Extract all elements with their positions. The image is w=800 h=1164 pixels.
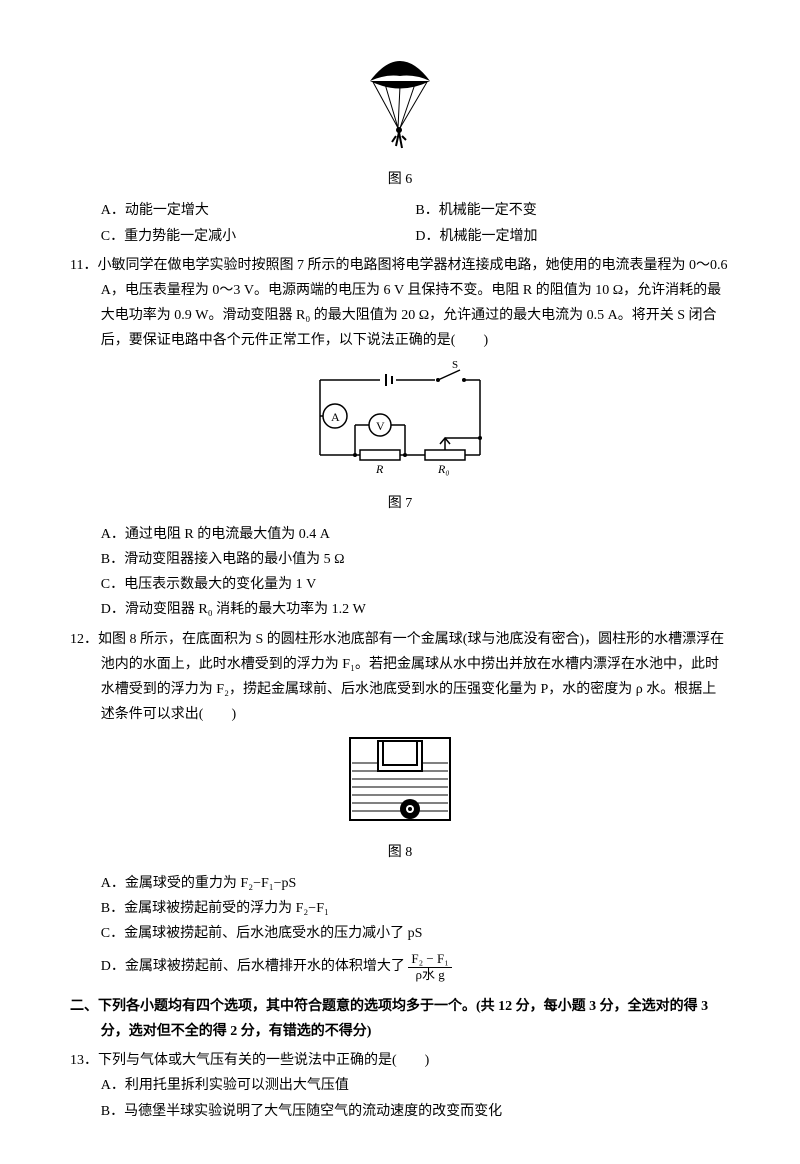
figure-6-caption: 图 6 (70, 167, 730, 192)
q11-opt-a: A．通过电阻 R 的电流最大值为 0.4 A (70, 522, 730, 547)
q12: 12．如图 8 所示，在底面积为 S 的圆柱形水池底部有一个金属球(球与池底没有… (70, 627, 730, 728)
voltmeter-label: V (376, 419, 385, 433)
q11-opt-b: B．滑动变阻器接入电路的最小值为 5 Ω (70, 547, 730, 572)
q12-opt-d: D．金属球被捞起前、后水槽排开水的体积增大了 F₂ − F₁ ρ水 g (70, 952, 730, 982)
q10-opt-c: C．重力势能一定减小 (101, 224, 416, 249)
q11-number: 11． (70, 258, 97, 273)
figure-8 (70, 733, 730, 837)
fraction-numerator: F₂ − F₁ (408, 952, 451, 967)
q11-options: A．通过电阻 R 的电流最大值为 0.4 A B．滑动变阻器接入电路的最小值为 … (70, 522, 730, 623)
switch-label: S (452, 360, 458, 371)
q13-number: 13． (70, 1053, 98, 1068)
q12-number: 12． (70, 632, 98, 647)
circuit-diagram-icon: S A V R R₀ (300, 360, 500, 480)
q11-opt-c: C．电压表示数最大的变化量为 1 V (70, 572, 730, 597)
q13: 13．下列与气体或大气压有关的一些说法中正确的是( ) (70, 1048, 730, 1073)
q12-opt-c: C．金属球被捞起前、后水池底受水的压力减小了 pS (70, 921, 730, 946)
figure-7: S A V R R₀ (70, 360, 730, 489)
pool-diagram-icon (340, 733, 460, 828)
resistor-r0-label: R₀ (437, 462, 450, 476)
q11-opt-d: D．滑动变阻器 R₀ 消耗的最大功率为 1.2 W (70, 597, 730, 622)
resistor-r-label: R (375, 462, 384, 476)
q12-opt-d-prefix: D．金属球被捞起前、后水槽排开水的体积增大了 (101, 959, 405, 974)
fraction-denominator: ρ水 g (408, 968, 451, 982)
q13-opt-a: A．利用托里拆利实验可以测出大气压值 (70, 1073, 730, 1098)
section-2-heading: 二、下列各小题均有四个选项，其中符合题意的选项均多于一个。(共 12 分，每小题… (70, 994, 730, 1044)
parachute-icon (360, 46, 440, 156)
q10-opt-a: A．动能一定增大 (101, 198, 416, 223)
q12-opt-a: A．金属球受的重力为 F₂−F₁−pS (70, 871, 730, 896)
q12-opt-b: B．金属球被捞起前受的浮力为 F₂−F₁ (70, 896, 730, 921)
ammeter-label: A (331, 410, 340, 424)
q13-text: 下列与气体或大气压有关的一些说法中正确的是( ) (98, 1053, 429, 1068)
q11-text: 小敏同学在做电学实验时按照图 7 所示的电路图将电学器材连接成电路，她使用的电流… (97, 258, 727, 349)
q11: 11．小敏同学在做电学实验时按照图 7 所示的电路图将电学器材连接成电路，她使用… (70, 253, 730, 354)
q13-opt-b: B．马德堡半球实验说明了大气压随空气的流动速度的改变而变化 (70, 1099, 730, 1124)
q12-opt-d-fraction: F₂ − F₁ ρ水 g (408, 952, 451, 982)
figure-7-caption: 图 7 (70, 491, 730, 516)
q12-text: 如图 8 所示，在底面积为 S 的圆柱形水池底部有一个金属球(球与池底没有密合)… (98, 632, 724, 723)
q12-options: A．金属球受的重力为 F₂−F₁−pS B．金属球被捞起前受的浮力为 F₂−F₁… (70, 871, 730, 982)
q10-opt-b: B．机械能一定不变 (415, 198, 730, 223)
figure-6 (70, 46, 730, 165)
q13-options: A．利用托里拆利实验可以测出大气压值 B．马德堡半球实验说明了大气压随空气的流动… (70, 1073, 730, 1123)
figure-8-caption: 图 8 (70, 840, 730, 865)
q10-opt-d: D．机械能一定增加 (415, 224, 730, 249)
q10-options: A．动能一定增大 B．机械能一定不变 C．重力势能一定减小 D．机械能一定增加 (70, 198, 730, 248)
